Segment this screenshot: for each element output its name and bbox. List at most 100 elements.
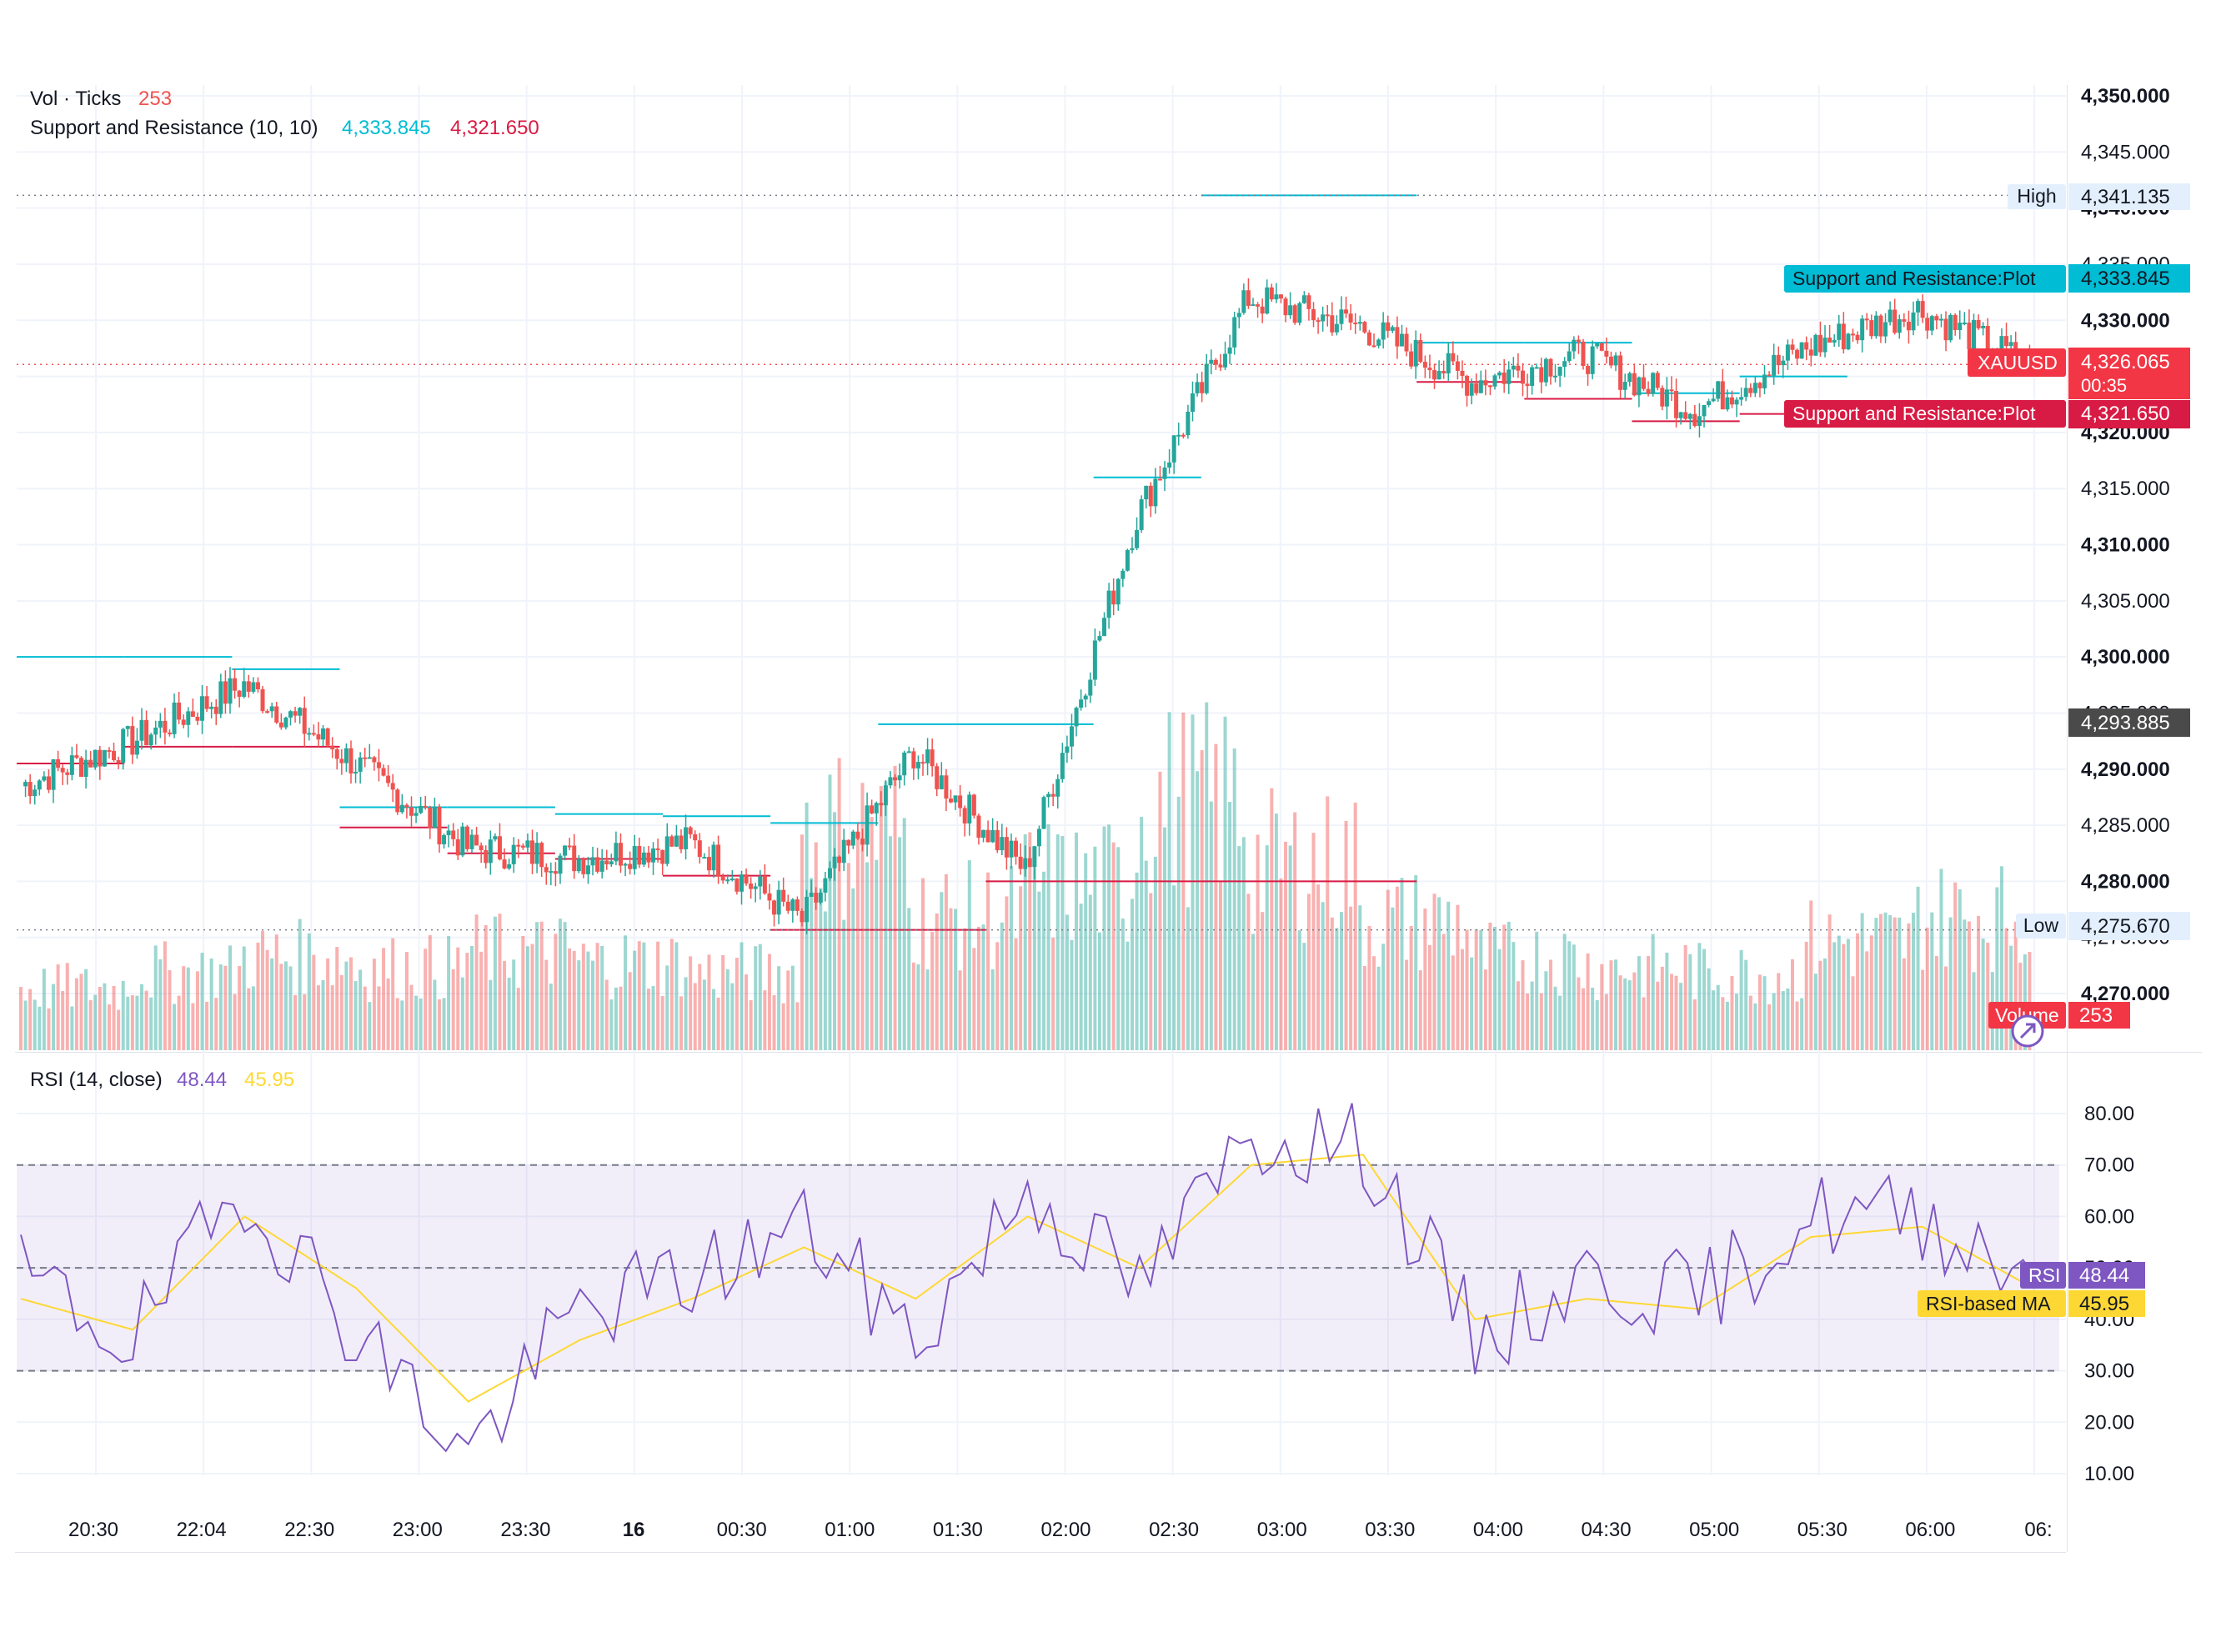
candle-body[interactable]: [1902, 319, 1907, 322]
candle-body[interactable]: [158, 720, 163, 728]
scroll-to-realtime-button[interactable]: [2011, 1014, 2044, 1048]
rsi-ma-line[interactable]: [20, 1154, 2035, 1403]
candle-body[interactable]: [697, 840, 702, 858]
candle-body[interactable]: [209, 706, 214, 709]
candle-body[interactable]: [190, 711, 195, 717]
candle-body[interactable]: [1776, 354, 1781, 366]
candle-body[interactable]: [307, 733, 312, 735]
candle-body[interactable]: [60, 768, 65, 773]
candle-body[interactable]: [1502, 372, 1507, 384]
candle-body[interactable]: [1748, 388, 1753, 393]
candle-body[interactable]: [1348, 313, 1353, 323]
candle-body[interactable]: [293, 711, 298, 716]
candle-body[interactable]: [79, 758, 84, 778]
candle-body[interactable]: [1436, 371, 1441, 380]
candle-body[interactable]: [1474, 383, 1479, 393]
candle-body[interactable]: [1976, 319, 1981, 328]
candle-body[interactable]: [134, 740, 139, 755]
candle-body[interactable]: [1553, 375, 1558, 378]
candle-body[interactable]: [1869, 320, 1874, 337]
candle-body[interactable]: [33, 789, 38, 797]
price-legend[interactable]: Vol · Ticks 253 Support and Resistance (…: [30, 88, 539, 139]
candle-body[interactable]: [693, 834, 698, 841]
candle-body[interactable]: [507, 864, 512, 869]
candle-body[interactable]: [1181, 434, 1186, 437]
candle-body[interactable]: [1637, 377, 1642, 396]
candle-body[interactable]: [1227, 347, 1232, 354]
rsi-legend[interactable]: RSI (14, close) 48.44 45.95: [30, 1069, 294, 1091]
candle-body[interactable]: [1697, 416, 1702, 427]
candle-body[interactable]: [1376, 339, 1381, 346]
candle-body[interactable]: [1669, 389, 1674, 392]
candle-body[interactable]: [1278, 294, 1283, 299]
candle-body[interactable]: [539, 843, 544, 868]
candle-body[interactable]: [479, 845, 484, 851]
candle-body[interactable]: [88, 759, 93, 768]
candle-body[interactable]: [1841, 323, 1846, 350]
candle-body[interactable]: [1516, 365, 1521, 371]
candle-body[interactable]: [148, 734, 153, 746]
candle-body[interactable]: [1125, 549, 1130, 571]
candle-body[interactable]: [1236, 313, 1241, 318]
candle-body[interactable]: [330, 745, 335, 750]
candle-body[interactable]: [762, 876, 767, 894]
candle-body[interactable]: [1399, 333, 1404, 347]
candle-body[interactable]: [1213, 359, 1218, 365]
candle-body[interactable]: [567, 845, 572, 848]
candle-body[interactable]: [1139, 499, 1144, 530]
candle-body[interactable]: [493, 836, 498, 840]
candle-body[interactable]: [502, 859, 507, 869]
candle-body[interactable]: [534, 843, 539, 864]
candle-body[interactable]: [69, 755, 74, 775]
candle-body[interactable]: [414, 813, 419, 816]
candle-body[interactable]: [953, 795, 958, 803]
candle-body[interactable]: [288, 711, 293, 718]
candle-body[interactable]: [920, 762, 925, 764]
candle-body[interactable]: [976, 815, 981, 839]
candle-body[interactable]: [386, 775, 391, 783]
candle-body[interactable]: [563, 845, 568, 856]
candle-body[interactable]: [669, 836, 674, 847]
candle-body[interactable]: [1507, 369, 1512, 384]
candle-body[interactable]: [1757, 383, 1762, 388]
candle-body[interactable]: [888, 777, 893, 786]
candle-body[interactable]: [167, 732, 172, 734]
candle-body[interactable]: [98, 749, 103, 767]
candle-body[interactable]: [1297, 303, 1302, 323]
candle-body[interactable]: [855, 831, 860, 839]
candle-body[interactable]: [130, 726, 135, 755]
candle-body[interactable]: [325, 728, 330, 746]
candle-body[interactable]: [390, 783, 395, 790]
candle-body[interactable]: [1962, 323, 1967, 325]
candle-body[interactable]: [1316, 320, 1321, 323]
candle-body[interactable]: [1251, 304, 1256, 307]
candle-body[interactable]: [1418, 339, 1423, 363]
candle-body[interactable]: [572, 845, 577, 872]
candle-body[interactable]: [1599, 343, 1604, 351]
candle-body[interactable]: [1762, 374, 1767, 388]
candle-body[interactable]: [516, 844, 521, 847]
candle-body[interactable]: [688, 827, 693, 834]
candle-body[interactable]: [549, 871, 554, 874]
candle-body[interactable]: [1646, 388, 1651, 394]
candle-body[interactable]: [464, 826, 469, 849]
candle-body[interactable]: [1079, 699, 1084, 708]
candle-body[interactable]: [749, 883, 754, 889]
candle-body[interactable]: [1595, 343, 1600, 347]
candlesticks[interactable]: [23, 278, 2032, 934]
candle-body[interactable]: [1004, 837, 1009, 858]
candle-body[interactable]: [474, 834, 479, 846]
candle-body[interactable]: [553, 871, 558, 874]
candle-body[interactable]: [1911, 312, 1916, 331]
candle-body[interactable]: [1752, 383, 1757, 393]
candle-body[interactable]: [302, 708, 307, 734]
candle-body[interactable]: [1827, 338, 1832, 343]
candle-body[interactable]: [1334, 323, 1339, 333]
candle-body[interactable]: [1716, 381, 1721, 399]
candle-body[interactable]: [1097, 636, 1102, 641]
candle-body[interactable]: [311, 733, 316, 735]
candle-body[interactable]: [1209, 359, 1214, 364]
candle-body[interactable]: [1046, 793, 1051, 798]
candle-body[interactable]: [1106, 590, 1111, 618]
candle-body[interactable]: [1562, 361, 1567, 368]
